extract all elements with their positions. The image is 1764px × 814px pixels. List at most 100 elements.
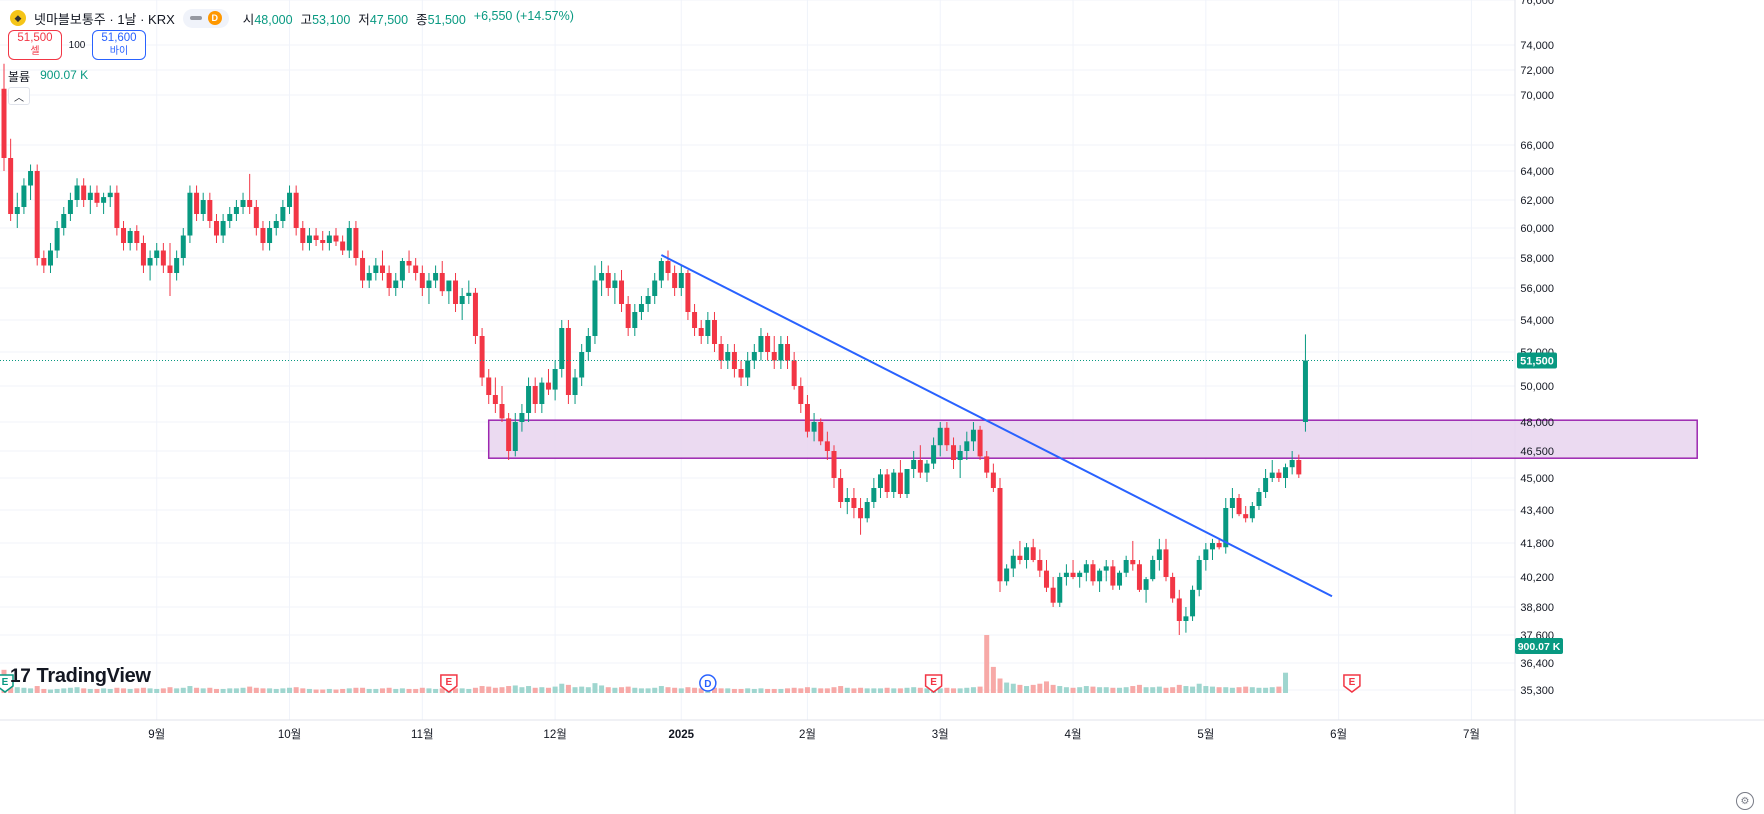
candle — [439, 261, 445, 296]
candle-body — [114, 192, 120, 228]
volume-bar — [1063, 687, 1069, 693]
ohlc-close: 종51,500 — [416, 12, 466, 27]
visibility-toggle[interactable]: D — [182, 8, 229, 28]
candle-body — [340, 241, 346, 251]
candle — [1302, 334, 1308, 432]
candle-body — [1183, 616, 1189, 621]
candle — [180, 228, 186, 266]
candle — [61, 207, 67, 236]
candle-body — [293, 192, 299, 228]
candle-body — [28, 171, 34, 186]
symbol-title[interactable]: 넷마블보통주 · 1날 · KRX — [34, 11, 175, 27]
candle-body — [951, 445, 957, 460]
volume-bar — [1037, 683, 1043, 693]
candle — [519, 404, 525, 432]
candle-body — [326, 235, 332, 243]
volume-legend-value: 900.07 K — [40, 68, 89, 82]
volume-bar — [313, 689, 319, 693]
candle — [8, 138, 14, 221]
candle — [545, 369, 551, 395]
candle-body — [778, 344, 784, 361]
volume-bar — [121, 688, 127, 693]
collapse-legend-button[interactable]: ︿ — [8, 87, 30, 105]
volume-bar — [745, 688, 751, 693]
candle — [247, 173, 253, 214]
volume-bar — [154, 688, 160, 693]
candle-body — [605, 273, 611, 288]
candle-body — [1063, 572, 1069, 577]
buy-button[interactable]: 51,600 바이 — [92, 30, 146, 60]
candle-body — [585, 336, 591, 352]
order-quantity[interactable]: 100 — [68, 39, 86, 51]
volume-bar — [565, 684, 571, 693]
candle — [194, 185, 200, 221]
candle — [54, 221, 60, 258]
last-price-tag-bg — [1517, 352, 1557, 369]
price-tick-label: 76,000 — [1520, 0, 1554, 7]
candle — [273, 214, 279, 236]
candle — [791, 352, 797, 390]
volume-bar — [944, 687, 950, 693]
volume-bar — [937, 688, 943, 693]
volume-bar — [333, 689, 339, 693]
tradingview-logo[interactable]: 17 TradingView — [10, 665, 151, 688]
candle-body — [1077, 572, 1083, 577]
candle — [1283, 463, 1289, 488]
candle-body — [1150, 560, 1156, 580]
volume-bar — [147, 688, 153, 693]
candle — [931, 437, 937, 469]
ohlc-high: 고53,100 — [300, 12, 351, 27]
candle — [1083, 560, 1089, 582]
candle — [818, 418, 824, 446]
ohlc-low: 저47,500 — [358, 12, 409, 27]
volume-bar — [678, 688, 684, 693]
volume-bar — [1216, 687, 1222, 693]
candle-body — [459, 296, 465, 304]
volume-bar — [512, 685, 518, 693]
candle — [1123, 555, 1129, 577]
candle-body — [1050, 587, 1056, 603]
volume-bar — [61, 688, 67, 693]
candle — [811, 413, 817, 442]
candle — [851, 488, 857, 519]
candle-body — [267, 228, 273, 243]
candle-body — [1070, 572, 1076, 577]
trendline — [660, 254, 1333, 598]
ohlc-values: 시48,000 고53,100 저47,500 종51,500 +6,550 (… — [243, 9, 574, 28]
candle — [233, 200, 239, 221]
candle — [1030, 538, 1036, 563]
volume-bar — [187, 686, 193, 693]
candle — [1289, 451, 1295, 475]
volume-bar — [718, 688, 724, 693]
candle — [1050, 577, 1056, 607]
volume-bar — [280, 688, 286, 693]
candle — [731, 344, 737, 378]
candle — [937, 422, 943, 457]
volume-legend-label[interactable]: 볼륨 — [8, 70, 31, 84]
candle — [1236, 494, 1242, 517]
candle-body — [200, 200, 206, 214]
candle-body — [419, 273, 425, 288]
chart-settings-icon[interactable]: ⚙ — [1736, 792, 1754, 810]
volume-bar — [765, 688, 771, 693]
candle — [984, 451, 990, 478]
sell-button[interactable]: 51,500 셀 — [8, 30, 62, 60]
volume-bar — [306, 688, 312, 693]
candle-body — [1223, 508, 1229, 548]
candle-body — [904, 469, 910, 494]
candle-body — [1296, 460, 1302, 475]
candle-body — [21, 185, 27, 207]
candle — [313, 228, 319, 246]
volume-bar — [1223, 687, 1229, 693]
volume-bar — [194, 687, 200, 693]
volume-bar — [692, 687, 698, 693]
time-tick-label: 7월 — [1463, 728, 1480, 741]
candle — [1229, 488, 1235, 519]
volume-bar — [393, 688, 399, 693]
price-tick-label: 41,800 — [1520, 538, 1554, 550]
candle — [897, 460, 903, 498]
volume-bar — [559, 683, 565, 693]
candle-body — [1024, 547, 1030, 560]
